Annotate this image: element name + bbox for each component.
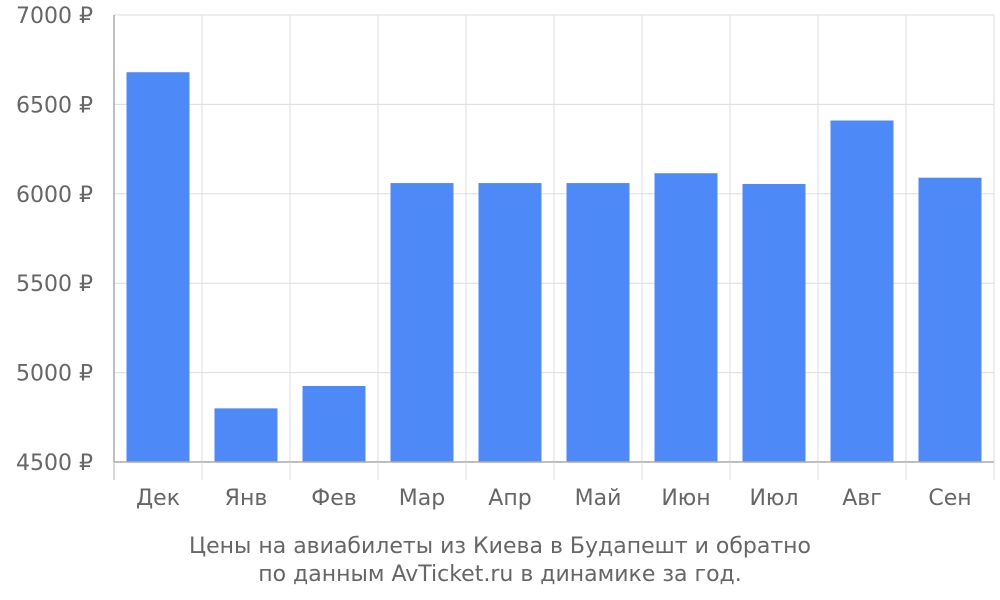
bar-Дек xyxy=(126,72,190,462)
y-tick-label: 7000 ₽ xyxy=(16,4,93,29)
y-tick-label: 6500 ₽ xyxy=(16,93,93,118)
bar-Мар xyxy=(390,183,454,462)
chart-caption-line-1: Цены на авиабилеты из Киева в Будапешт и… xyxy=(188,534,811,559)
bars xyxy=(126,72,982,462)
y-axis-labels: 4500 ₽ 5000 ₽ 5500 ₽ 6000 ₽ 6500 ₽ 7000 ₽ xyxy=(16,4,93,476)
bar-Сен xyxy=(918,177,982,462)
bar-Июн xyxy=(654,173,718,462)
bar-Июл xyxy=(742,183,806,462)
y-tick-label: 5500 ₽ xyxy=(16,272,93,297)
x-tick-label: Янв xyxy=(225,486,268,511)
bar-Авг xyxy=(830,120,894,462)
x-tick-label: Июл xyxy=(749,486,798,511)
x-tick-label: Июн xyxy=(661,486,710,511)
x-tick-label: Фев xyxy=(311,486,356,511)
y-tick-label: 4500 ₽ xyxy=(16,451,93,476)
bar-Янв xyxy=(214,408,278,462)
bar-chart: 4500 ₽ 5000 ₽ 5500 ₽ 6000 ₽ 6500 ₽ 7000 ₽ Дек… xyxy=(16,4,995,511)
bar-Фев xyxy=(302,386,366,462)
bar-Апр xyxy=(478,183,542,462)
x-axis-labels: Дек Янв Фев Мар Апр Май Июн Июл Авг Сен xyxy=(136,486,972,511)
x-tick-label: Май xyxy=(575,486,622,511)
chart-caption-line-2: по данным AvTicket.ru в динамике за год. xyxy=(258,562,742,587)
x-tick-label: Сен xyxy=(928,486,971,511)
x-tick-label: Дек xyxy=(136,486,180,511)
y-tick-label: 5000 ₽ xyxy=(16,362,93,387)
x-tick-label: Апр xyxy=(488,486,531,511)
x-tick-label: Авг xyxy=(842,486,882,511)
axes xyxy=(113,15,995,480)
grid xyxy=(114,14,995,463)
y-tick-label: 6000 ₽ xyxy=(16,183,93,208)
bar-Май xyxy=(566,183,630,462)
x-tick-label: Мар xyxy=(399,486,445,511)
